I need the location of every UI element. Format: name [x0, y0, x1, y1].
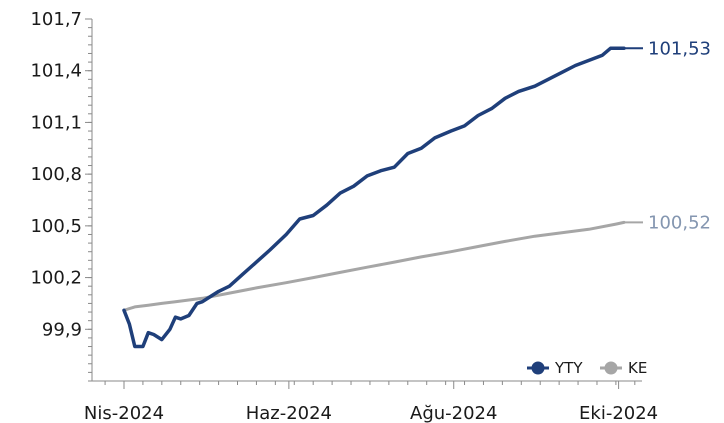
x-tick-label: Eki-2024: [579, 403, 658, 423]
end-label-ke: 100,52: [648, 212, 711, 233]
y-tick-label: 101,4: [30, 61, 82, 82]
legend-marker-yty: [531, 361, 545, 375]
y-tick-label: 101,1: [30, 112, 82, 133]
series-line-ke: [122, 220, 626, 312]
x-axis: Nis-2024 Haz-2024 Ağu-2024 Eki-2024: [84, 380, 658, 423]
y-tick-label: 100,2: [30, 268, 82, 289]
y-tick-label: 101,7: [30, 9, 82, 30]
x-tick-label: Haz-2024: [246, 403, 332, 423]
legend: YTY KE: [527, 359, 647, 377]
end-label-yty: 101,53: [648, 38, 711, 59]
legend-label-yty: YTY: [554, 359, 583, 377]
end-labels: 101,53 100,52: [624, 38, 711, 233]
series-line-yty: [122, 46, 626, 349]
legend-marker-ke: [604, 361, 618, 375]
y-tick-label: 100,5: [30, 216, 82, 237]
y-axis: 101,7 101,4 101,1 100,8 100,5 100,2 99,9: [30, 9, 93, 382]
y-tick-label: 99,9: [42, 319, 82, 340]
x-tick-label: Nis-2024: [84, 403, 164, 423]
series-layer: [122, 46, 626, 349]
legend-label-ke: KE: [628, 359, 647, 377]
x-tick-label: Ağu-2024: [410, 403, 497, 423]
y-tick-label: 100,8: [30, 164, 82, 185]
